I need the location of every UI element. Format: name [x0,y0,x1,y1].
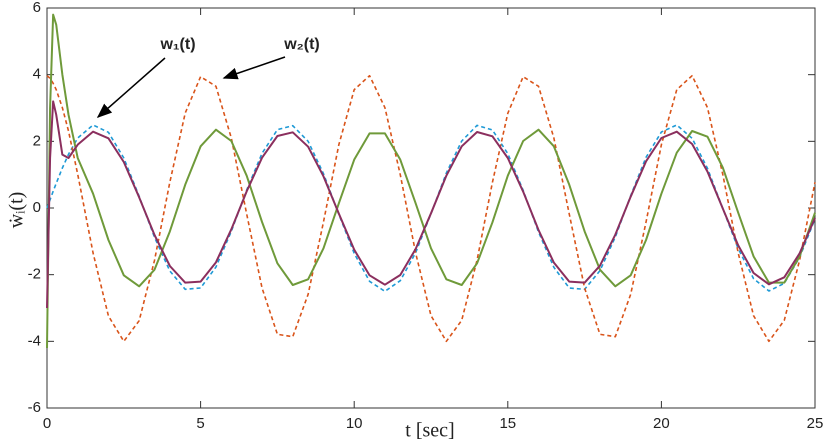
x-tick-label: 15 [499,415,516,432]
x-tick-label: 10 [346,415,363,432]
y-tick-label: 6 [33,0,41,16]
x-tick-label: 20 [653,415,670,432]
y-tick-label: -6 [28,399,41,416]
series-line [46,100,816,309]
x-tick-label: 25 [807,415,824,432]
annotation-arrow [96,57,166,118]
annotation: w₂(t) [283,36,320,53]
y-tick-label: 4 [33,66,41,83]
annotation: w₁(t) [159,36,195,53]
plot-frame [46,7,816,409]
x-axis-label: t [sec] [405,420,454,442]
y-axis-label: ẇᵢ(t) [6,192,28,229]
x-tick-label: 5 [196,415,204,432]
y-tick-label: -4 [28,332,41,349]
annotation-arrow [222,56,286,80]
y-tick-label: 2 [33,132,41,149]
series-line [46,13,816,349]
y-tick-label: 0 [33,199,41,216]
series-line [46,124,816,293]
x-tick-label: 0 [43,415,51,432]
y-tick-label: -2 [28,266,41,283]
series-line [46,74,816,343]
